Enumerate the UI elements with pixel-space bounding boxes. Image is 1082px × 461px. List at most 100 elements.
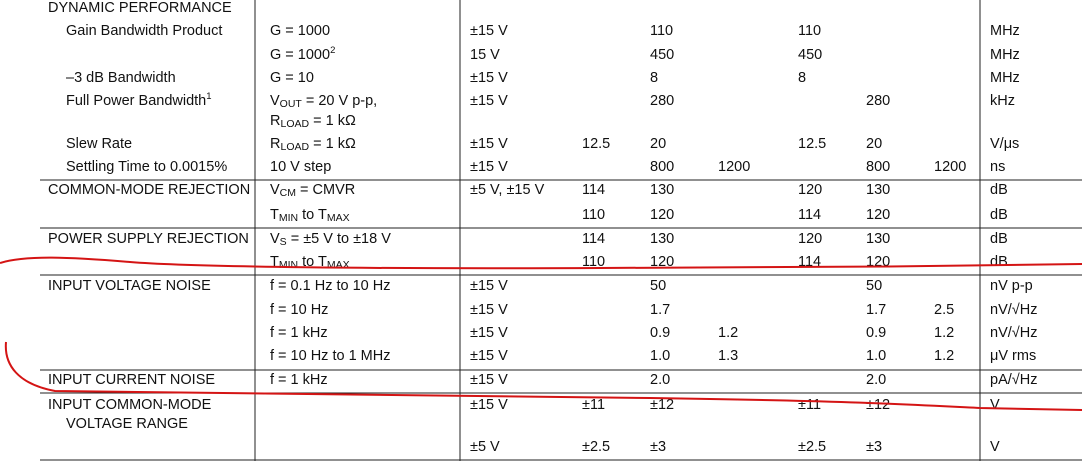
parameter: Settling Time to 0.0015% (66, 159, 227, 175)
unit: nV/√Hz (990, 302, 1037, 318)
cell-value: ±11 (798, 397, 821, 413)
condition: VOUT = 20 V p-p, (270, 93, 377, 110)
cell-value: ±15 V (470, 136, 508, 152)
text-segment: = 1 kΩ (309, 136, 356, 152)
cell-value: ±15 V (470, 348, 508, 364)
cell-value: 2.0 (650, 372, 670, 388)
text-segment: LOAD (280, 141, 309, 153)
cell-value: 130 (650, 231, 674, 247)
cells: DYNAMIC PERFORMANCE Gain Bandwidth Produc… (48, 0, 1037, 455)
cell-value: ±12 (650, 397, 674, 413)
condition: RLOAD = 1 kΩ (270, 136, 356, 153)
unit: MHz (990, 23, 1020, 39)
cell-value: ±5 V (470, 439, 500, 455)
cell-value: ±15 V (470, 278, 508, 294)
parameter: Full Power Bandwidth1 (66, 91, 212, 109)
text-segment: 1 (206, 91, 211, 102)
condition: G = 10 (270, 70, 314, 86)
condition: f = 1 kHz (270, 325, 328, 341)
cell-value: 130 (866, 182, 890, 198)
cell-value: ±15 V (470, 397, 508, 413)
cell-value: 120 (866, 207, 890, 223)
unit: nV/√Hz (990, 325, 1037, 341)
unit: MHz (990, 47, 1020, 63)
cell-value: 114 (798, 254, 821, 270)
text-segment: OUT (280, 98, 303, 110)
condition: VS = ±5 V to ±18 V (270, 231, 391, 248)
unit: dB (990, 254, 1008, 270)
text-segment: V (270, 231, 280, 247)
parameter: INPUT CURRENT NOISE (48, 372, 215, 388)
cell-value: 0.9 (650, 325, 670, 341)
cell-value: 1.7 (650, 302, 670, 318)
text-segment: MIN (279, 259, 298, 271)
condition: f = 1 kHz (270, 372, 328, 388)
cell-value: 1.2 (718, 325, 738, 341)
annotation-stroke (4, 341, 1082, 411)
cell-value: ±15 V (470, 23, 508, 39)
cell-value: 110 (582, 207, 605, 223)
text-segment: T (270, 254, 279, 270)
cell-value: 114 (582, 231, 605, 247)
cell-value: ±15 V (470, 93, 508, 109)
cell-value: ±15 V (470, 325, 508, 341)
condition: TMIN to TMAX (270, 207, 350, 224)
text-segment: LOAD (280, 118, 309, 130)
cell-value: 110 (582, 254, 605, 270)
cell-value: 1.0 (866, 348, 886, 364)
unit: V (990, 439, 1000, 455)
unit: MHz (990, 70, 1020, 86)
text-segment: MAX (327, 212, 350, 224)
cell-value: 110 (650, 23, 673, 39)
rules (40, 0, 1082, 461)
cell-value: 114 (798, 207, 821, 223)
annotation-stroke (0, 256, 1082, 270)
text-segment: V (270, 93, 280, 109)
cell-value: 50 (650, 278, 666, 294)
cell-value: 20 (650, 136, 666, 152)
cell-value: 1.2 (934, 348, 954, 364)
cell-value: 120 (650, 254, 674, 270)
text-segment: R (270, 136, 280, 152)
cell-value: 110 (798, 23, 821, 39)
unit: dB (990, 231, 1008, 247)
cell-value: 0.9 (866, 325, 886, 341)
text-segment: MIN (279, 212, 298, 224)
cell-value: 800 (866, 159, 890, 175)
text-segment: V (270, 182, 280, 198)
condition: G = 1000 (270, 23, 330, 39)
cell-value: 1.3 (718, 348, 738, 364)
unit: dB (990, 182, 1008, 198)
parameter: INPUT COMMON-MODE (48, 397, 212, 413)
condition: RLOAD = 1 kΩ (270, 113, 356, 130)
cell-value: 280 (866, 93, 890, 109)
cell-value: 1200 (934, 159, 966, 175)
text-segment: MAX (327, 259, 350, 271)
text-segment: R (270, 113, 280, 129)
cell-value: 114 (582, 182, 605, 198)
cell-value: 120 (650, 207, 674, 223)
cell-value: 2.0 (866, 372, 886, 388)
cell-value: ±15 V (470, 302, 508, 318)
cell-value: ±2.5 (798, 439, 826, 455)
cell-value: 20 (866, 136, 882, 152)
parameter: INPUT VOLTAGE NOISE (48, 278, 211, 294)
cell-value: ±5 V, ±15 V (470, 182, 545, 198)
cell-value: ±3 (650, 439, 666, 455)
cell-value: 1200 (718, 159, 750, 175)
cell-value: 450 (650, 47, 674, 63)
cell-value: 8 (650, 70, 658, 86)
condition: f = 10 Hz (270, 302, 328, 318)
unit: nV p-p (990, 278, 1033, 294)
text-segment: to T (298, 207, 327, 223)
text-segment: = 1 kΩ (309, 113, 356, 129)
unit: dB (990, 207, 1008, 223)
cell-value: 280 (650, 93, 674, 109)
text-segment: = ±5 V to ±18 V (287, 231, 392, 247)
text-segment: = 20 V p-p, (302, 93, 377, 109)
cell-value: ±12 (866, 397, 890, 413)
parameter: POWER SUPPLY REJECTION (48, 231, 249, 247)
cell-value: ±15 V (470, 159, 508, 175)
text-segment: to T (298, 254, 327, 270)
